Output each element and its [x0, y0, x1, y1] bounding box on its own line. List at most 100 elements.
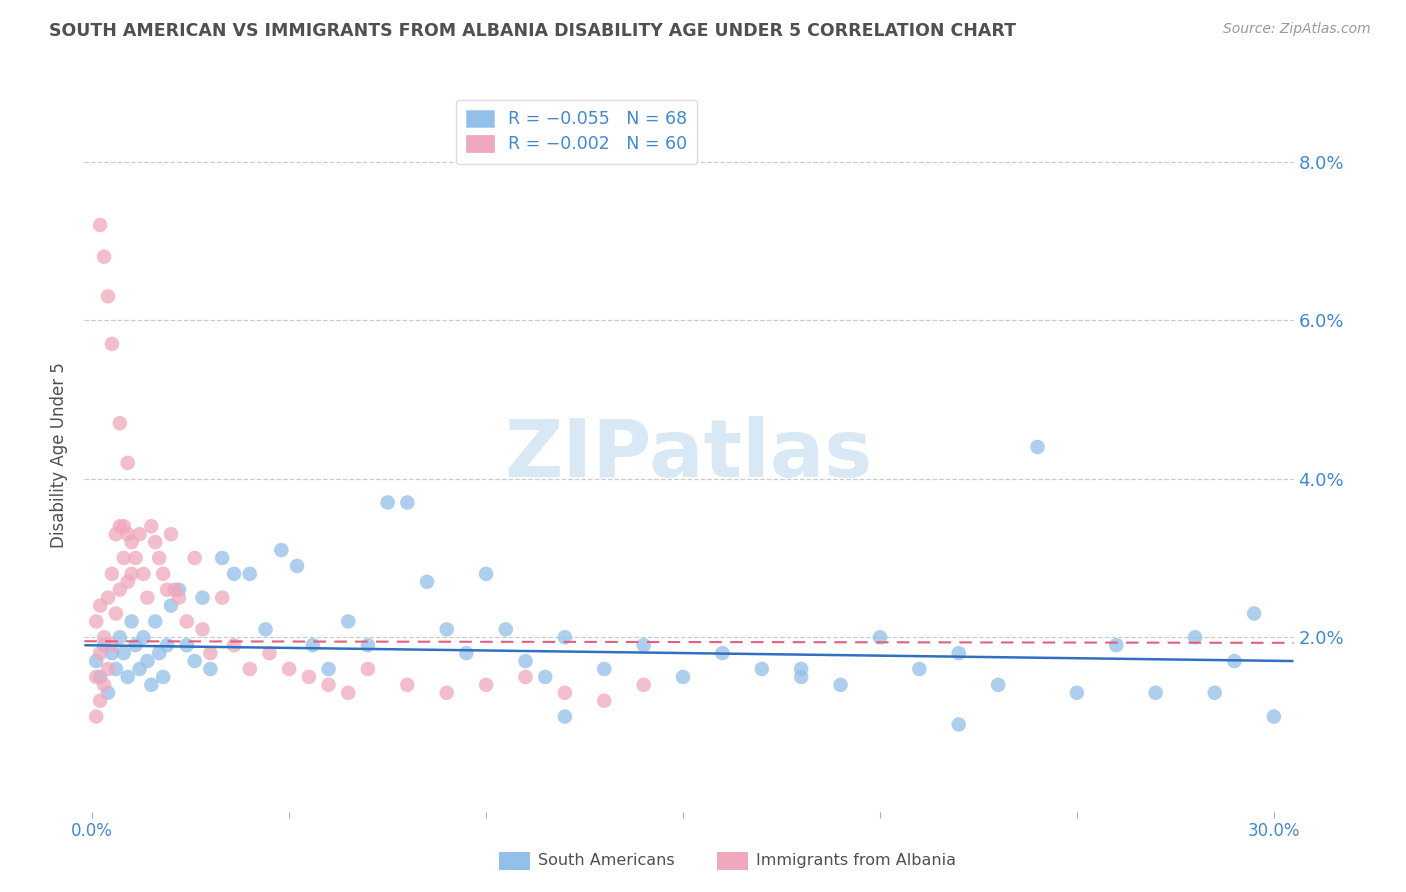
Point	[357, 662, 380, 676]
Point	[152, 670, 174, 684]
Point	[869, 630, 891, 644]
Point	[259, 646, 281, 660]
Point	[191, 591, 214, 605]
Point	[108, 630, 131, 644]
Point	[239, 662, 262, 676]
Point	[152, 566, 174, 581]
Point	[1243, 607, 1265, 621]
Point	[128, 662, 150, 676]
Point	[357, 638, 380, 652]
Point	[593, 694, 616, 708]
Point	[1184, 630, 1206, 644]
Point	[160, 527, 183, 541]
Point	[143, 615, 166, 629]
Point	[97, 662, 120, 676]
Point	[301, 638, 323, 652]
Point	[112, 646, 135, 660]
Point	[141, 678, 163, 692]
Point	[84, 709, 107, 723]
Point	[200, 646, 222, 660]
Point	[554, 709, 576, 723]
Point	[183, 551, 205, 566]
Point	[672, 670, 695, 684]
Point	[89, 599, 111, 613]
Point	[84, 615, 107, 629]
Point	[101, 638, 124, 652]
Point	[117, 456, 139, 470]
Point	[908, 662, 931, 676]
Point	[456, 646, 478, 660]
Point	[89, 218, 111, 232]
Point	[1105, 638, 1128, 652]
Point	[593, 662, 616, 676]
Point	[176, 615, 198, 629]
Point	[121, 566, 143, 581]
Point	[156, 582, 179, 597]
Point	[191, 623, 214, 637]
Text: Source: ZipAtlas.com: Source: ZipAtlas.com	[1223, 22, 1371, 37]
Point	[278, 662, 301, 676]
Text: Immigrants from Albania: Immigrants from Albania	[756, 854, 956, 868]
Point	[554, 686, 576, 700]
Point	[948, 717, 970, 731]
Text: SOUTH AMERICAN VS IMMIGRANTS FROM ALBANIA DISABILITY AGE UNDER 5 CORRELATION CHA: SOUTH AMERICAN VS IMMIGRANTS FROM ALBANI…	[49, 22, 1017, 40]
Point	[790, 670, 813, 684]
Point	[160, 599, 183, 613]
Point	[515, 670, 537, 684]
Point	[93, 250, 115, 264]
Point	[298, 670, 321, 684]
Point	[183, 654, 205, 668]
Point	[124, 638, 146, 652]
Y-axis label: Disability Age Under 5: Disability Age Under 5	[51, 362, 69, 548]
Point	[475, 678, 498, 692]
Point	[141, 519, 163, 533]
Point	[117, 527, 139, 541]
Point	[89, 646, 111, 660]
Point	[121, 615, 143, 629]
Point	[108, 519, 131, 533]
Point	[285, 558, 308, 573]
Point	[1026, 440, 1049, 454]
Point	[132, 566, 155, 581]
Point	[101, 646, 124, 660]
Point	[1066, 686, 1088, 700]
Point	[97, 686, 120, 700]
Point	[112, 551, 135, 566]
Point	[337, 686, 360, 700]
Point	[112, 519, 135, 533]
Point	[104, 607, 127, 621]
Point	[222, 566, 245, 581]
Point	[156, 638, 179, 652]
Point	[475, 566, 498, 581]
Point	[270, 543, 292, 558]
Point	[84, 670, 107, 684]
Point	[163, 582, 186, 597]
Point	[987, 678, 1010, 692]
Point	[84, 654, 107, 668]
Point	[751, 662, 773, 676]
Point	[1144, 686, 1167, 700]
Point	[436, 623, 458, 637]
Point	[97, 591, 120, 605]
Point	[554, 630, 576, 644]
Point	[104, 662, 127, 676]
Point	[396, 495, 419, 509]
Point	[108, 416, 131, 430]
Point	[124, 551, 146, 566]
Point	[711, 646, 734, 660]
Point	[436, 686, 458, 700]
Point	[633, 638, 655, 652]
Point	[101, 566, 124, 581]
Point	[200, 662, 222, 676]
Point	[132, 630, 155, 644]
Point	[790, 662, 813, 676]
Point	[416, 574, 439, 589]
Point	[534, 670, 557, 684]
Point	[89, 670, 111, 684]
Point	[948, 646, 970, 660]
Point	[318, 678, 340, 692]
Point	[515, 654, 537, 668]
Point	[633, 678, 655, 692]
Text: South Americans: South Americans	[538, 854, 675, 868]
Point	[117, 670, 139, 684]
